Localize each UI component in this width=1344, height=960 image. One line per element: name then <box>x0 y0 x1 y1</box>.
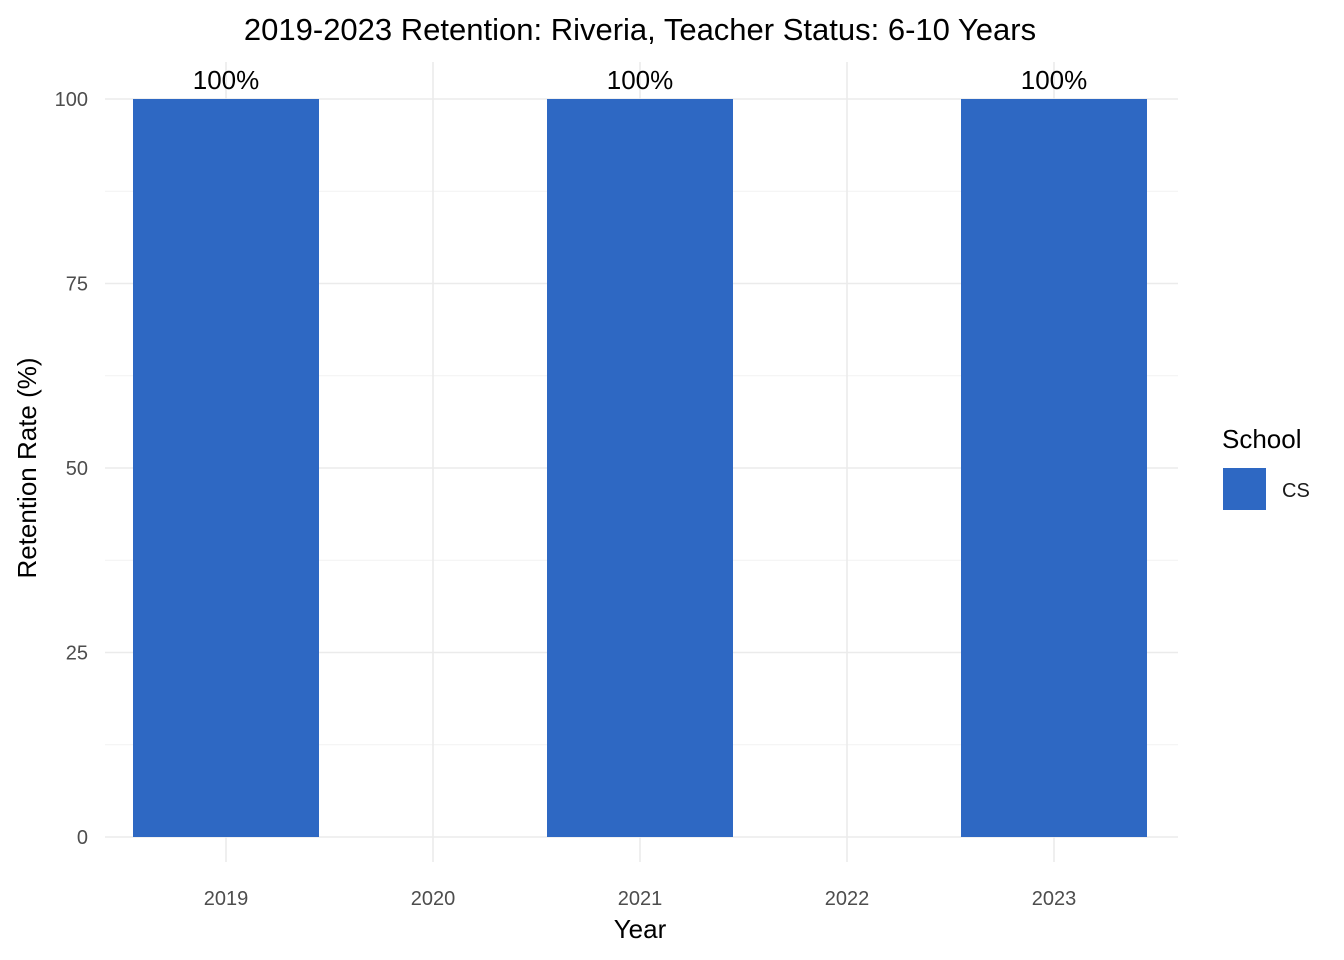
x-tick-label: 2023 <box>1032 888 1077 910</box>
y-tick-label: 100 <box>55 89 88 111</box>
legend-items: CS <box>1223 468 1310 510</box>
legend-label: CS <box>1282 480 1310 502</box>
x-tick-label: 2020 <box>411 888 456 910</box>
x-axis-ticks: 2019 2020 2021 2022 2023 <box>204 888 1077 910</box>
x-tick-label: 2021 <box>618 888 663 910</box>
y-tick-label: 25 <box>66 643 88 665</box>
bar-2021 <box>547 99 733 837</box>
legend-title: School <box>1222 424 1302 454</box>
data-label-2019: 100% <box>193 65 260 95</box>
y-axis-title: Retention Rate (%) <box>12 357 42 578</box>
data-labels: 100% 100% 100% <box>193 65 1088 95</box>
legend-swatch <box>1223 468 1266 510</box>
x-tick-label: 2019 <box>204 888 249 910</box>
y-tick-label: 50 <box>66 458 88 480</box>
y-axis-ticks: 0 25 50 75 100 <box>55 89 88 849</box>
data-label-2023: 100% <box>1021 65 1088 95</box>
y-tick-label: 75 <box>66 274 88 296</box>
data-label-2021: 100% <box>607 65 674 95</box>
bar-2019 <box>133 99 319 837</box>
bar-2023 <box>961 99 1147 837</box>
legend: School CS <box>1222 424 1310 510</box>
x-axis-title: Year <box>614 914 667 944</box>
chart-title: 2019-2023 Retention: Riveria, Teacher St… <box>244 12 1036 47</box>
y-tick-label: 0 <box>77 827 88 849</box>
bars <box>133 99 1147 837</box>
x-tick-label: 2022 <box>825 888 870 910</box>
